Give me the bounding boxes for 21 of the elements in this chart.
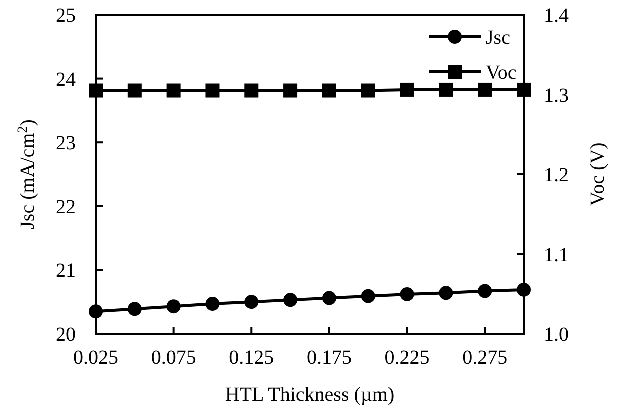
x-tick-label: 0.025	[74, 347, 118, 369]
x-tick-label: 0.125	[229, 347, 274, 369]
y-tick-label: 22	[56, 196, 76, 218]
y-tick-label: 21	[56, 260, 76, 282]
x-tick-label: 0.225	[384, 347, 430, 369]
x-tick-label: 0.075	[151, 347, 196, 369]
y2-tick-label: 1.0	[544, 324, 569, 346]
legend-label: Jsc	[486, 27, 511, 49]
y-tick-label: 23	[56, 132, 76, 155]
y-tick-label: 24	[56, 68, 76, 91]
y2-axis-title: Voc (V)	[587, 142, 609, 206]
y-tick-label: 25	[56, 5, 76, 27]
y2-tick-label: 1.1	[544, 244, 569, 266]
legend-label: Voc	[486, 62, 517, 84]
x-axis-title: HTL Thickness (µm)	[225, 384, 395, 406]
y-tick-label: 20	[56, 324, 76, 346]
y2-tick-label: 1.2	[544, 164, 569, 186]
x-tick-label: 0.175	[306, 347, 352, 369]
y2-tick-label: 1.3	[544, 84, 569, 107]
y2-tick-label: 1.4	[544, 5, 569, 27]
x-tick-label: 0.275	[462, 347, 508, 369]
